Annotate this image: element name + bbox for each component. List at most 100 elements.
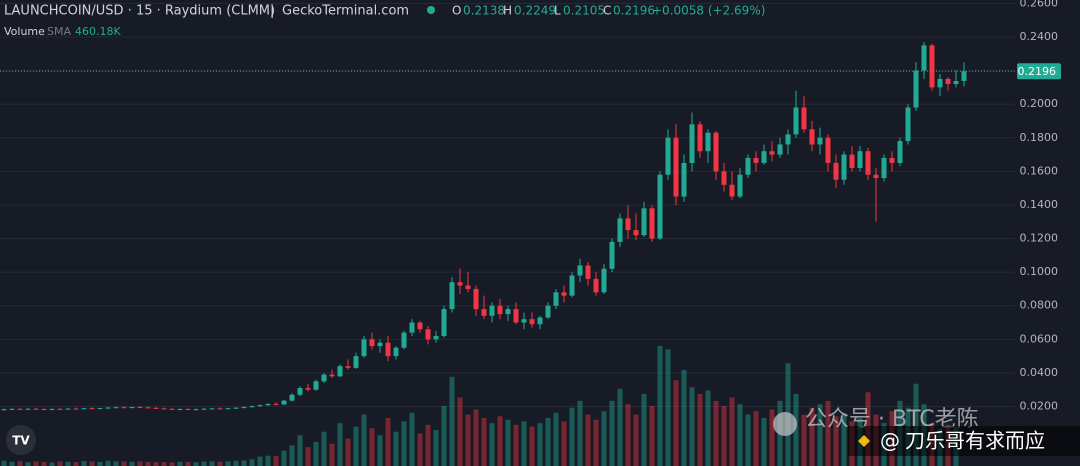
candle-body (929, 45, 935, 88)
candle-body (473, 288, 479, 310)
volume-bar (729, 397, 735, 466)
wechat-icon (773, 412, 797, 436)
candle-body (417, 322, 423, 330)
volume-bar (753, 411, 759, 466)
volume-bar (441, 406, 447, 466)
volume-bar (209, 461, 215, 466)
candle-body (137, 407, 143, 409)
volume-pane (1, 346, 959, 466)
y-tick-label: 0.1200 (1020, 232, 1059, 245)
volume-bar (793, 394, 799, 466)
volume-bar (81, 461, 87, 466)
candle-body (785, 134, 791, 145)
symbol: LAUNCHCOIN/USD · 15 · Raydium (CLMM) (4, 4, 275, 19)
logo-bg (6, 425, 36, 455)
volume-bar (217, 461, 223, 466)
l-label: L (554, 4, 561, 18)
volume-bar (609, 400, 615, 466)
volume-bar (665, 349, 671, 466)
candle-body (313, 381, 319, 390)
candle-body (737, 174, 743, 197)
price-pane (0, 41, 1015, 411)
volume-bar (297, 435, 303, 466)
y-tick-label: 0.2400 (1020, 30, 1059, 43)
candle-body (617, 218, 623, 242)
volume-bar (73, 462, 79, 466)
candle-body (697, 124, 703, 152)
volume-bar (529, 426, 535, 466)
volume-bar (425, 424, 431, 466)
candle-body (201, 408, 207, 410)
h-label: H (503, 4, 512, 18)
volume-bar (513, 424, 519, 466)
candle-body (761, 151, 767, 163)
status-dot (427, 6, 435, 14)
candle-body (521, 319, 527, 323)
c-label: C (603, 4, 611, 18)
candle-body (705, 132, 711, 152)
candle-body (449, 282, 455, 310)
candle-body (825, 137, 831, 163)
candle-body (289, 394, 295, 401)
volume-bar (537, 423, 543, 466)
sma-label: SMA (47, 25, 71, 38)
volume-bar (617, 388, 623, 466)
candle-body (65, 408, 71, 410)
volume-bar (809, 407, 815, 466)
volume-label: Volume (4, 25, 45, 38)
candle-body (457, 282, 463, 286)
candle-body (857, 151, 863, 168)
candle-body (1, 409, 7, 411)
tv-logo: TV (6, 425, 36, 455)
candle-body (337, 366, 343, 377)
candle-body (905, 107, 911, 142)
volume-bar (313, 442, 319, 466)
candle-body (145, 407, 151, 409)
candle-body (217, 408, 223, 410)
candle-body (681, 162, 687, 197)
volume-bar (113, 461, 119, 466)
candle-body (753, 157, 759, 163)
candle-body (209, 408, 215, 410)
volume-bar (393, 431, 399, 466)
candle-body (9, 408, 15, 410)
volume-bar (25, 462, 31, 466)
volume-bar (801, 414, 807, 466)
candle-body (185, 409, 191, 411)
volume-bar (521, 421, 527, 466)
volume-bar (281, 450, 287, 466)
candle-body (793, 107, 799, 135)
candle-body (297, 388, 303, 395)
candle-body (273, 404, 279, 406)
candle-body (393, 347, 399, 357)
high: 0.2249 (514, 4, 556, 18)
volume-bar (225, 461, 231, 466)
volume-bar (57, 461, 63, 466)
y-tick-label: 0.1400 (1020, 198, 1059, 211)
candle-body (633, 230, 639, 236)
candle-body (153, 407, 159, 409)
candle-body (25, 408, 31, 410)
watermark-line2: 刀乐哥有求而应 (905, 429, 1045, 453)
volume-bar (489, 423, 495, 466)
volume-bar (505, 419, 511, 466)
volume-bar (361, 414, 367, 466)
volume-bar (33, 461, 39, 466)
volume-bar (561, 421, 567, 466)
candle-body (729, 184, 735, 197)
candle-body (745, 157, 751, 175)
y-tick-label: 0.2600 (1020, 0, 1059, 9)
y-tick-label: 0.0200 (1020, 400, 1059, 413)
candle-body (225, 408, 231, 410)
candle-body (17, 408, 23, 410)
volume-bar (169, 462, 175, 466)
volume-bar (745, 414, 751, 466)
candle-body (841, 154, 847, 180)
low: 0.2105 (563, 4, 605, 18)
candle-body (241, 407, 247, 409)
volume-bar (321, 431, 327, 466)
volume-bar (625, 404, 631, 466)
candle-body (233, 407, 239, 409)
candle-body (161, 408, 167, 410)
